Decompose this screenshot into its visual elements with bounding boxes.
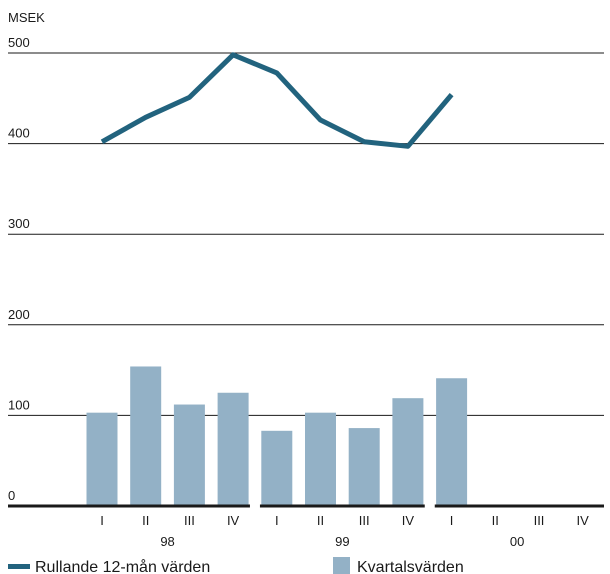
y-tick-200: 200 <box>8 307 30 322</box>
legend-label-rullande-12-man: Rullande 12-mån värden <box>35 558 210 574</box>
y-tick-300: 300 <box>8 216 30 231</box>
bar-6 <box>348 428 380 506</box>
x-tick-quarter-10: III <box>534 513 545 528</box>
series-line <box>100 52 454 149</box>
legend-swatch-rullande-12-man <box>8 564 30 569</box>
y-tick-labels: 0 100 200 300 400 500 <box>8 35 30 503</box>
bar-8 <box>436 378 468 506</box>
gridlines <box>8 52 604 416</box>
bars-kvartalsvarden <box>86 366 468 506</box>
y-tick-100: 100 <box>8 397 30 412</box>
y-axis-unit-label: MSEK <box>8 10 45 25</box>
bar-5 <box>305 412 336 506</box>
bar-2 <box>173 404 205 506</box>
x-tick-quarter-5: II <box>317 513 324 528</box>
x-tick-quarter-7: IV <box>402 513 415 528</box>
x-tick-quarter-4: I <box>275 513 279 528</box>
x-tick-quarter-2: III <box>184 513 195 528</box>
x-tick-year-00: 00 <box>510 534 524 549</box>
x-tick-quarter-6: III <box>359 513 370 528</box>
bar-3 <box>217 392 249 506</box>
x-tick-quarter-1: II <box>142 513 149 528</box>
x-tick-quarter-0: I <box>100 513 104 528</box>
x-tick-quarter-8: I <box>450 513 454 528</box>
y-tick-0: 0 <box>8 488 15 503</box>
x-tick-quarter-9: II <box>492 513 499 528</box>
x-tick-year-99: 99 <box>335 534 349 549</box>
y-tick-500: 500 <box>8 35 30 50</box>
bar-0 <box>86 412 118 506</box>
legend-label-kvartalsvarden: Kvartalsvärden <box>357 559 464 574</box>
bar-4 <box>261 430 293 506</box>
legend: Rullande 12-mån värden Kvartalsvärden <box>8 557 464 574</box>
x-tick-year-98: 98 <box>160 534 174 549</box>
x-tick-quarter-3: IV <box>227 513 240 528</box>
bar-7 <box>392 398 424 506</box>
line-rullande-12-man <box>100 52 454 149</box>
legend-swatch-kvartalsvarden <box>333 557 350 574</box>
x-tick-quarter-11: IV <box>577 513 590 528</box>
y-tick-400: 400 <box>8 126 30 141</box>
bar-1 <box>130 366 162 506</box>
